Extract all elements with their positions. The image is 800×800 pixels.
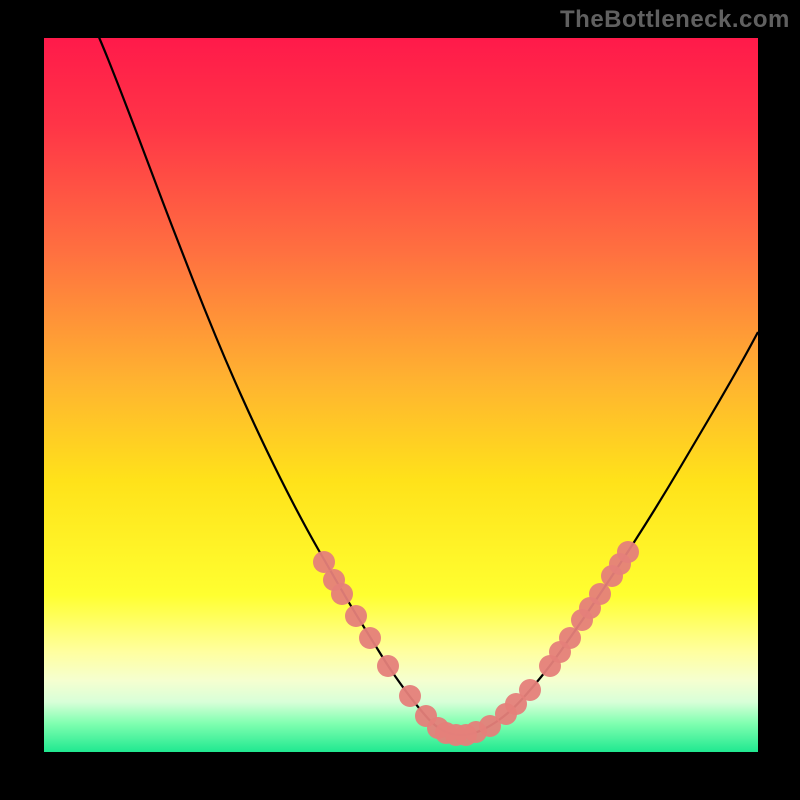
marker-dot [519,679,541,701]
marker-dot [377,655,399,677]
marker-dot [617,541,639,563]
marker-dot [331,583,353,605]
marker-dot [399,685,421,707]
marker-dot [359,627,381,649]
plot-background [44,38,758,752]
chart-container: TheBottleneck.com [0,0,800,800]
marker-dot [559,627,581,649]
marker-dot [345,605,367,627]
watermark-text: TheBottleneck.com [560,6,790,34]
chart-svg [0,0,800,800]
marker-dot [589,583,611,605]
